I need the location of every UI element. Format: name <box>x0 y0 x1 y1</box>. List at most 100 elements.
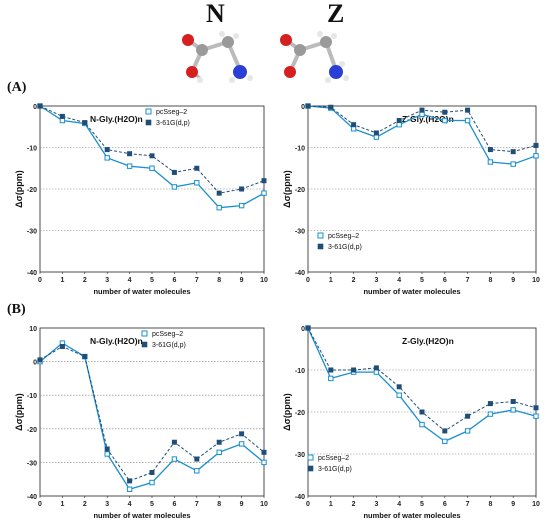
c0-point-s1-10 <box>261 178 267 184</box>
c3-x-tick-label-4: 4 <box>397 501 401 508</box>
c0-chart-title: N-Gly.(H2O)n <box>90 114 143 124</box>
c0-point-s1-2 <box>82 120 88 126</box>
c3-point-s0-6 <box>442 438 448 445</box>
c3-point-s0-5 <box>419 421 425 428</box>
c0-y-tick-label-4: -40 <box>27 270 37 277</box>
c2-point-s1-9 <box>239 431 245 437</box>
c3-point-s1-8 <box>487 401 493 407</box>
c2-point-s1-6 <box>171 439 177 445</box>
c3-x-tick-label-5: 5 <box>420 501 424 508</box>
c3-y-axis-label: Δσ(ppm) <box>282 393 292 431</box>
c3-point-s0-7 <box>464 428 471 434</box>
c0-legend: pcSseg–2 3-61G(d,p) <box>145 108 190 127</box>
c3-y-tick-label-3: -30 <box>295 452 305 459</box>
c0-point-s1-8 <box>216 190 222 196</box>
c1-x-tick-label-1: 1 <box>329 277 333 284</box>
c0-legend-label-1: 3-61G(d,p) <box>156 120 190 127</box>
c3-legend-label-1: 3-61G(d,p) <box>318 466 352 473</box>
c1-legend-marker-0 <box>317 232 324 239</box>
c2-y-tick-label-5: -40 <box>27 494 37 501</box>
c3-point-s1-5 <box>419 409 425 415</box>
c0-y-tick-label-3: -30 <box>27 229 37 236</box>
c0-y-tick-label-1: -10 <box>27 146 37 153</box>
c3-legend-marker-1 <box>307 465 314 472</box>
c1-y-tick-label-4: -40 <box>295 270 305 277</box>
c2-point-s0-7 <box>194 468 200 474</box>
c2-legend-marker-1 <box>141 341 148 348</box>
c2-point-s0-9 <box>238 441 245 447</box>
c3-x-tick-label-6: 6 <box>443 501 447 508</box>
c3-x-tick-label-3: 3 <box>374 501 378 508</box>
c2-point-s0-10 <box>261 459 267 466</box>
c2-x-tick-label-10: 10 <box>260 501 268 508</box>
c3-point-s1-10 <box>533 405 539 411</box>
c0-point-s0-8 <box>216 204 222 211</box>
c3-x-tick-label-0: 0 <box>306 501 310 508</box>
c3-x-tick-label-2: 2 <box>352 501 356 508</box>
c2-point-s1-8 <box>216 439 222 445</box>
c3-x-tick-label-7: 7 <box>466 501 470 508</box>
c1-point-s0-3 <box>373 134 380 140</box>
c0-x-axis-label: number of water molecules <box>93 287 190 296</box>
c2-point-s0-6 <box>171 456 178 462</box>
c0-x-tick-label-10: 10 <box>260 277 268 284</box>
c3-point-s1-7 <box>465 413 471 419</box>
c1-point-s1-10 <box>533 142 539 148</box>
c2-x-axis-label: number of water molecules <box>93 511 190 520</box>
c2-x-tick-label-2: 2 <box>83 501 87 508</box>
c1-y-tick-label-1: -10 <box>295 146 305 153</box>
c2-point-s1-2 <box>82 354 88 360</box>
molecule-n-label: N <box>206 0 225 28</box>
c1-point-s1-0 <box>305 103 311 109</box>
c3-point-s0-3 <box>373 369 380 375</box>
c1-point-s1-5 <box>419 107 425 113</box>
c1-point-s1-4 <box>396 118 402 124</box>
c0-series-line-1 <box>39 105 265 194</box>
c2-point-s1-1 <box>59 343 65 349</box>
c1-x-tick-label-4: 4 <box>397 277 401 284</box>
c1-point-s0-8 <box>487 159 494 165</box>
c3-point-s1-2 <box>351 367 357 373</box>
c3-point-s0-8 <box>487 411 494 417</box>
c3-point-s0-10 <box>533 413 539 419</box>
c1-x-axis-label: number of water molecules <box>363 287 460 296</box>
c1-point-s1-8 <box>487 147 493 153</box>
c0-x-tick-label-8: 8 <box>217 277 221 284</box>
c2-x-tick-label-6: 6 <box>172 501 176 508</box>
c0-x-tick-label-4: 4 <box>128 277 132 284</box>
c0-legend-marker-0 <box>145 108 152 115</box>
c2-y-axis-label: Δσ(ppm) <box>14 393 24 431</box>
c1-legend-label-0: pcSseg–2 <box>328 233 359 240</box>
c2-x-tick-label-5: 5 <box>150 501 154 508</box>
c0-y-tick-label-0: 0 <box>33 104 37 111</box>
c2-x-tick-label-1: 1 <box>60 501 64 508</box>
c1-point-s1-1 <box>328 104 334 110</box>
c0-point-s0-5 <box>149 165 155 171</box>
c1-x-tick-label-0: 0 <box>306 277 310 284</box>
c2-point-s0-3 <box>104 451 110 457</box>
c0-point-s1-1 <box>59 113 65 119</box>
c0-legend-marker-1 <box>145 119 152 126</box>
molecule-z-label: Z <box>327 0 345 28</box>
c2-point-s0-4 <box>126 486 133 492</box>
c0-point-s1-0 <box>37 103 43 109</box>
c2-point-s1-5 <box>149 469 155 475</box>
molecule-n-image <box>182 31 253 83</box>
c2-point-s1-10 <box>261 449 267 455</box>
c2-point-s1-3 <box>104 446 110 452</box>
c1-x-tick-label-7: 7 <box>466 277 470 284</box>
c3-legend-marker-0 <box>307 454 314 461</box>
c1-point-s1-2 <box>351 122 357 128</box>
c0-x-tick-label-9: 9 <box>240 277 244 284</box>
c3-x-tick-label-8: 8 <box>488 501 492 508</box>
c1-x-tick-label-8: 8 <box>488 277 492 284</box>
c3-point-s0-9 <box>510 407 516 413</box>
c1-x-tick-label-2: 2 <box>352 277 356 284</box>
c2-y-tick-label-1: 0 <box>33 360 37 367</box>
c2-point-s1-4 <box>127 478 133 484</box>
c1-point-s0-10 <box>533 153 539 159</box>
section-b-label: (B) <box>7 302 26 317</box>
c1-y-axis-label: Δσ(ppm) <box>282 170 292 208</box>
c3-point-s1-1 <box>328 367 334 373</box>
c2-legend-marker-0 <box>141 330 148 337</box>
